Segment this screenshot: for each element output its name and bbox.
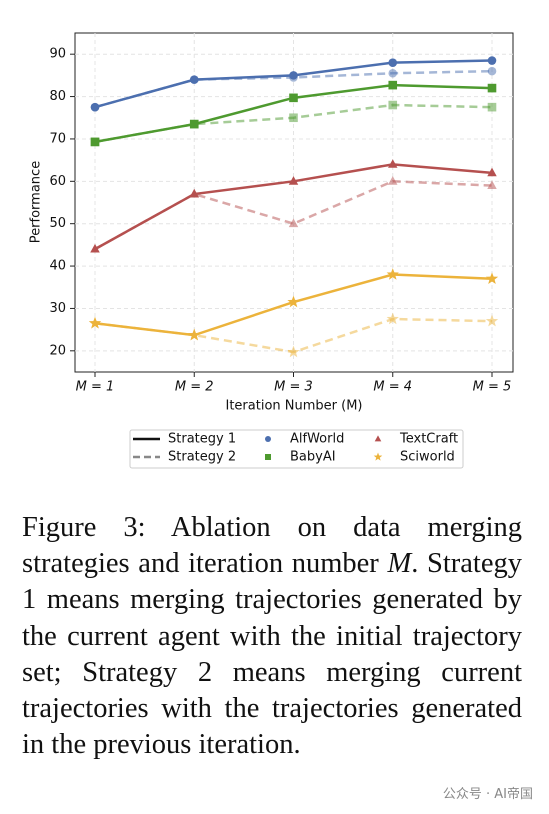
legend-label: Strategy 2 [168, 450, 236, 465]
series-line [94, 180, 493, 251]
y-tick-label: 90 [49, 47, 66, 62]
marker [90, 243, 100, 253]
marker [388, 159, 398, 168]
marker [189, 119, 199, 129]
marker [487, 180, 497, 189]
marker [487, 56, 497, 65]
y-tick-label: 50 [49, 216, 66, 231]
x-tick-label: M = 4 [373, 380, 412, 395]
marker [485, 272, 499, 284]
y-tick-label: 30 [49, 301, 66, 316]
marker [487, 102, 497, 112]
marker [388, 68, 398, 78]
y-tick-label: 80 [49, 89, 66, 104]
marker [374, 435, 382, 442]
legend-label: AlfWorld [290, 432, 344, 447]
marker [388, 176, 398, 185]
marker [189, 75, 199, 84]
caption: Figure 3: Ablation on data merging strat… [22, 510, 522, 763]
series-line [94, 273, 493, 337]
marker [188, 328, 201, 341]
chart: Performance Iteration Number (M) 20 30 40 5… [29, 32, 514, 469]
marker [287, 295, 300, 308]
marker [90, 102, 100, 112]
marker [288, 218, 299, 228]
marker [289, 93, 298, 103]
marker [189, 188, 199, 198]
x-tick-label: M = 5 [473, 380, 512, 395]
y-axis-label: Performance [29, 161, 44, 243]
marker [487, 66, 497, 76]
caption-text: . Strategy 1 means merging trajectories … [22, 548, 522, 761]
marker [90, 137, 100, 147]
legend-label: Strategy 1 [168, 432, 236, 447]
marker [485, 314, 499, 327]
marker [487, 83, 497, 93]
x-tick-label: M = 2 [175, 380, 214, 395]
y-tick-label: 40 [49, 259, 66, 274]
y-tick-label: 70 [49, 131, 66, 146]
marker [288, 176, 299, 185]
marker [289, 71, 298, 80]
legend-label: BabyAI [290, 450, 336, 465]
marker [287, 345, 300, 358]
x-axis-label: Iteration Number (M) [226, 399, 363, 414]
x-tick-label: M = 3 [274, 380, 313, 395]
marker [388, 58, 398, 67]
y-tick-label: 20 [49, 343, 66, 358]
marker [265, 454, 271, 460]
watermark: 公众号 · AI帝国 [442, 787, 533, 802]
marker [289, 113, 298, 123]
legend-label: Sciworld [400, 450, 455, 465]
caption-text: Figure 3: Ablation on data merging strat… [22, 512, 522, 580]
legend-label: TextCraft [399, 432, 458, 447]
x-tick-label: M = 1 [76, 380, 115, 395]
marker [265, 436, 271, 442]
y-tick-label: 60 [49, 174, 66, 189]
marker [388, 80, 398, 90]
marker [88, 316, 102, 329]
marker [373, 452, 383, 461]
marker [386, 268, 399, 280]
caption-symbol: M [387, 548, 412, 580]
marker [386, 312, 399, 325]
marker [487, 167, 497, 177]
marker [388, 100, 398, 110]
